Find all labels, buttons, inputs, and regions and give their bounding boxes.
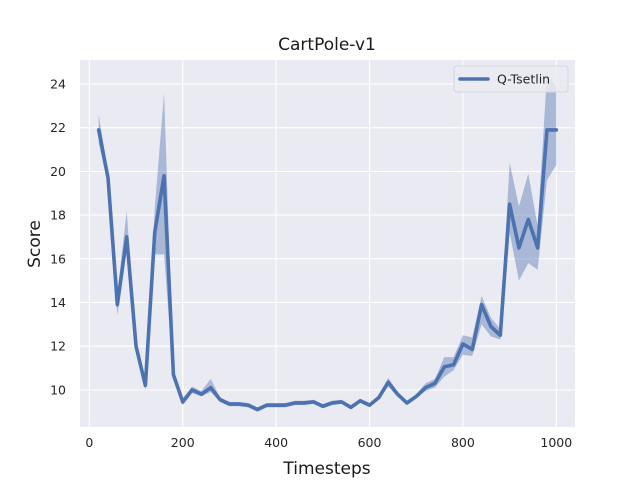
x-tick-label: 600	[358, 435, 382, 450]
y-tick-label: 20	[50, 164, 66, 179]
legend-label: Q-Tsetlin	[497, 72, 550, 87]
x-tick-label: 800	[451, 435, 475, 450]
y-tick-label: 12	[50, 339, 66, 354]
x-tick-label: 1000	[540, 435, 572, 450]
y-axis-title: Score	[25, 220, 45, 268]
x-tick-label: 400	[264, 435, 288, 450]
y-tick-label: 16	[50, 251, 66, 266]
y-tick-label: 18	[50, 208, 66, 223]
series-line	[96, 128, 559, 412]
plot-area	[80, 60, 575, 427]
grid-lines	[80, 60, 575, 427]
series-lines	[96, 128, 559, 412]
x-tick-labels: 0 200 400 600 800 1000	[85, 435, 572, 450]
y-tick-label: 24	[50, 77, 66, 92]
x-tick-label: 200	[171, 435, 195, 450]
x-tick-label: 0	[85, 435, 93, 450]
y-tick-label: 10	[50, 382, 66, 397]
y-tick-label: 14	[50, 295, 66, 310]
y-tick-labels: 10 12 14 16 18 20 22 24	[50, 77, 66, 398]
legend-box	[453, 65, 569, 93]
x-axis-title: Timesteps	[282, 459, 370, 479]
legend: Q-Tsetlin	[453, 65, 569, 93]
y-tick-label: 22	[50, 120, 66, 135]
chart-title: CartPole-v1	[278, 35, 376, 55]
